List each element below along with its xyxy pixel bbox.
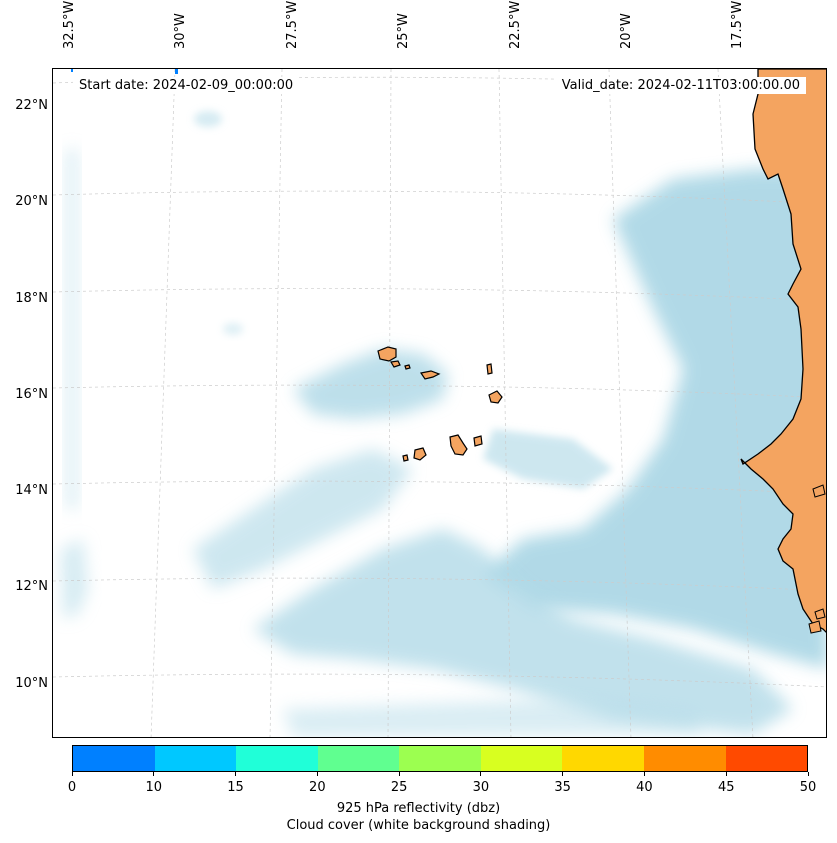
graticule bbox=[53, 69, 826, 737]
coastal-islets bbox=[808, 484, 826, 634]
colorbar-tick-mark bbox=[398, 772, 400, 776]
colorbar-tick-label: 20 bbox=[309, 780, 326, 795]
colorbar-tick-mark bbox=[71, 772, 73, 776]
colorbar-tick-label: 30 bbox=[472, 780, 490, 795]
island-fogo bbox=[413, 447, 427, 461]
colorbar-tick-label: 50 bbox=[799, 780, 817, 795]
island-santa-luzia bbox=[404, 364, 411, 370]
colorbar-tick-label: 10 bbox=[145, 780, 163, 795]
colorbar-bin-25-30 bbox=[399, 746, 481, 771]
island-sao-vicente bbox=[390, 360, 401, 368]
lon-label-25w: 25°W bbox=[396, 13, 411, 49]
africa-coast bbox=[740, 69, 826, 633]
lat-label-20n: 20°N bbox=[15, 194, 48, 209]
cloud-cover bbox=[61, 111, 826, 737]
lon-label-30w: 30°W bbox=[173, 13, 188, 49]
lat-label-22n: 22°N bbox=[15, 98, 48, 113]
colorbar-bin-45-50 bbox=[725, 746, 808, 771]
lon-label-22-5w: 22.5°W bbox=[508, 0, 523, 49]
colorbar bbox=[72, 745, 808, 772]
map-panel: Start date: 2024-02-09_00:00:00 Valid_da… bbox=[52, 68, 827, 738]
colorbar-tick-mark bbox=[316, 772, 318, 776]
colorbar-bin-0-10 bbox=[73, 746, 155, 771]
island-maio bbox=[473, 435, 483, 447]
colorbar-tick-label: 40 bbox=[636, 780, 653, 795]
colorbar-tick-mark bbox=[480, 772, 482, 776]
reflectivity-pixel bbox=[71, 69, 73, 72]
island-boa-vista bbox=[488, 390, 503, 404]
lat-label-18n: 18°N bbox=[15, 291, 48, 306]
colorbar-tick-mark bbox=[807, 772, 809, 776]
lat-label-14n: 14°N bbox=[15, 483, 48, 498]
colorbar-tick-label: 25 bbox=[390, 780, 408, 795]
colorbar-tick-mark bbox=[643, 772, 645, 776]
colorbar-tick-mark bbox=[235, 772, 237, 776]
island-santiago bbox=[449, 434, 468, 456]
colorbar-bin-20-25 bbox=[317, 746, 400, 771]
island-sao-nicolau bbox=[420, 370, 441, 380]
colorbar-bin-15-20 bbox=[236, 746, 318, 771]
island-brava bbox=[402, 454, 409, 462]
lon-label-32-5w: 32.5°W bbox=[62, 0, 77, 49]
colorbar-tick-label: 45 bbox=[717, 780, 735, 795]
lon-label-20w: 20°W bbox=[619, 13, 634, 49]
colorbar-bin-10-15 bbox=[154, 746, 237, 771]
valid-date-label: Valid_date: 2024-02-11T03:00:00.00 bbox=[555, 77, 806, 94]
lat-label-12n: 12°N bbox=[15, 579, 48, 594]
map-canvas bbox=[53, 69, 826, 737]
colorbar-tick-label: 35 bbox=[554, 780, 571, 795]
colorbar-tick-mark bbox=[725, 772, 727, 776]
colorbar-bin-40-45 bbox=[643, 746, 726, 771]
colorbar-bin-35-40 bbox=[562, 746, 644, 771]
lat-label-10n: 10°N bbox=[15, 676, 48, 691]
colorbar-tick-label: 0 bbox=[67, 780, 77, 795]
colorbar-label-cloud-cover: Cloud cover (white background shading) bbox=[286, 818, 551, 833]
island-sal bbox=[486, 363, 493, 375]
lat-label-16n: 16°N bbox=[15, 387, 48, 402]
island-santo-antao bbox=[377, 346, 397, 362]
colorbar-tick-mark bbox=[562, 772, 564, 776]
cape-verde-islands bbox=[377, 346, 503, 462]
reflectivity-pixel bbox=[175, 69, 178, 74]
start-date-label: Start date: 2024-02-09_00:00:00 bbox=[73, 77, 300, 94]
colorbar-tick-mark bbox=[153, 772, 155, 776]
lon-label-17-5w: 17.5°W bbox=[730, 0, 745, 49]
colorbar-tick-label: 15 bbox=[227, 780, 244, 795]
lon-label-27-5w: 27.5°W bbox=[285, 0, 300, 49]
colorbar-label-reflectivity: 925 hPa reflectivity (dbz) bbox=[336, 801, 501, 816]
colorbar-bin-30-35 bbox=[480, 746, 563, 771]
